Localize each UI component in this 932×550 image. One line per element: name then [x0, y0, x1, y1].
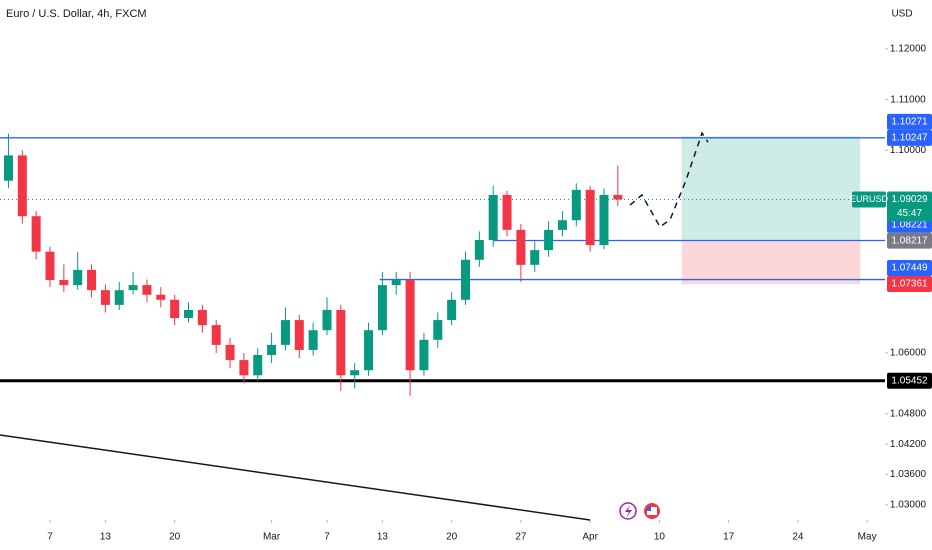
loss-zone	[681, 240, 861, 285]
candle-body	[377, 285, 387, 331]
candle-body	[3, 155, 13, 181]
price-label-box	[887, 276, 932, 293]
candle-body	[197, 309, 207, 326]
price-label: 1.08221	[891, 219, 928, 230]
candle-body	[239, 360, 249, 376]
price-label-box	[887, 113, 932, 130]
x-tick-label: 13	[100, 532, 112, 543]
lightning-glyph	[625, 505, 632, 518]
axis-unit: USD	[891, 9, 912, 20]
candle-body	[405, 280, 415, 371]
y-tick-label: 1.12000	[890, 44, 927, 55]
x-tick-label: 27	[515, 532, 527, 543]
candle-body	[280, 320, 290, 345]
x-tick-label: May	[858, 532, 877, 543]
candle-body	[59, 280, 69, 286]
candle-body	[73, 269, 83, 286]
y-tick-label: 1.03600	[890, 469, 927, 480]
candle-body	[87, 269, 97, 291]
candle-body	[391, 280, 401, 286]
last-price-label: 1.09029	[891, 194, 928, 205]
candle-body	[350, 370, 360, 376]
x-tick-label: Apr	[582, 532, 598, 543]
y-tick-label: 1.10000	[890, 145, 927, 156]
candle-body	[419, 339, 429, 371]
candle-body	[142, 285, 152, 295]
candle-body	[114, 290, 124, 305]
candle-body	[170, 299, 180, 319]
candle-body	[557, 220, 567, 230]
price-label: 1.10247	[891, 132, 928, 143]
candle-body	[364, 330, 374, 371]
y-tick-label: 1.04800	[890, 408, 927, 419]
flag-glyph	[647, 507, 657, 515]
countdown: 45:47	[897, 208, 922, 219]
candle-body	[530, 250, 540, 265]
x-tick-label: 10	[654, 532, 666, 543]
x-tick-label: 7	[324, 532, 330, 543]
y-tick-label: 1.11000	[890, 94, 926, 105]
candle-body	[460, 259, 470, 300]
candle-body	[502, 194, 512, 230]
chart-title: Euro / U.S. Dollar, 4h, FXCM	[6, 8, 147, 20]
trend-line	[0, 434, 591, 521]
candle-body	[17, 155, 27, 217]
candle-body	[225, 344, 235, 361]
y-tick-label: 1.06000	[890, 348, 927, 359]
x-tick-label: 20	[446, 532, 458, 543]
price-label-box	[887, 372, 932, 389]
profit-zone	[681, 136, 861, 241]
x-tick-label: 20	[169, 532, 181, 543]
candle-body	[474, 240, 484, 260]
symbol-tag-box	[852, 191, 886, 208]
x-tick-label: Mar	[263, 532, 281, 543]
candle-body	[516, 229, 526, 265]
y-tick-label: 1.03000	[890, 500, 927, 511]
candle-body	[183, 309, 193, 319]
price-label-box	[887, 129, 932, 146]
candle-body	[45, 251, 55, 281]
candle-body	[294, 320, 304, 350]
candle-body	[447, 299, 457, 321]
candle-body	[544, 229, 554, 251]
y-tick-label: 1.04200	[890, 439, 927, 450]
price-label: 1.08217	[891, 235, 928, 246]
candle-body	[267, 344, 277, 356]
candle-body	[253, 355, 263, 376]
price-label-box	[887, 260, 932, 277]
price-label: 1.07361	[891, 279, 928, 290]
x-tick-label: 13	[377, 532, 389, 543]
x-tick-label: 7	[47, 532, 53, 543]
indicator-icons[interactable]	[619, 502, 660, 520]
last-price-box	[887, 191, 932, 222]
price-label-box	[887, 232, 932, 249]
candle-body	[31, 216, 41, 252]
candle-body	[156, 294, 166, 300]
price-label: 1.10271	[891, 116, 928, 127]
candle-body	[308, 330, 318, 350]
candle-body	[128, 285, 138, 291]
candle-body	[571, 189, 581, 221]
projection-path	[629, 131, 709, 228]
price-label: 1.05452	[891, 375, 928, 386]
candle-body	[336, 309, 346, 376]
candle-body	[211, 325, 221, 345]
candle-body	[433, 320, 443, 340]
candle-body	[100, 290, 110, 305]
price-label: 1.07449	[891, 263, 928, 274]
candle-body	[488, 194, 498, 241]
candle-body	[322, 309, 332, 331]
flag-canton	[647, 507, 651, 511]
candle-body	[585, 189, 595, 246]
candle-body	[599, 194, 609, 246]
x-tick-label: 17	[723, 532, 735, 543]
candle-body	[613, 194, 623, 200]
symbol-tag: EURUSD	[850, 194, 889, 204]
x-tick-label: 24	[792, 532, 804, 543]
